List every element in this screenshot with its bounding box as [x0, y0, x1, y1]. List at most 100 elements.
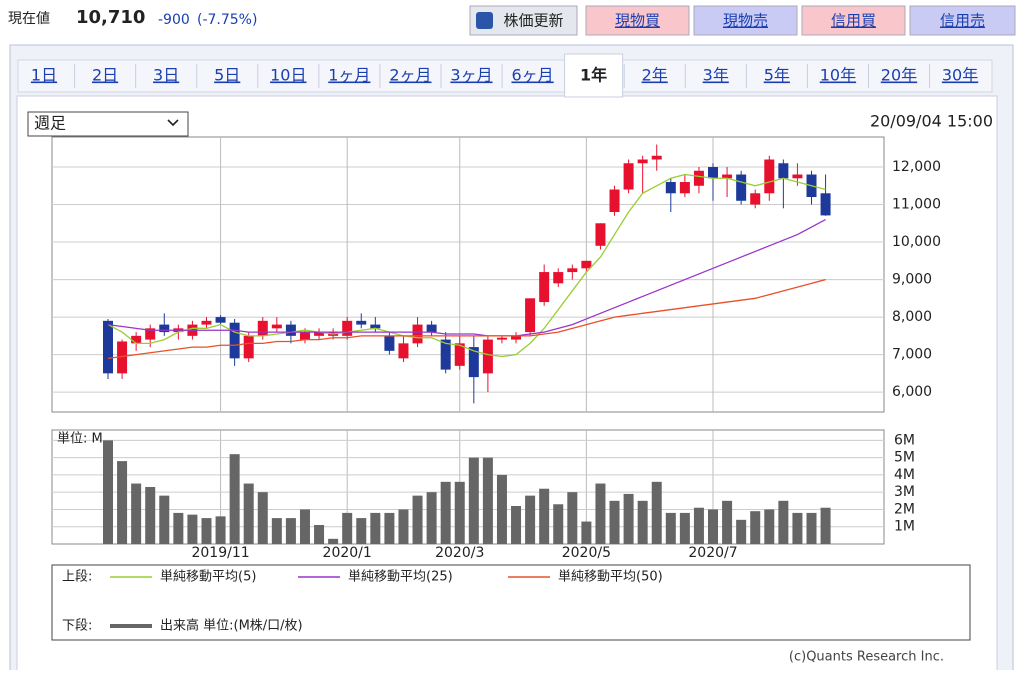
- volume-bar: [581, 521, 592, 544]
- volume-bar: [679, 512, 690, 544]
- tab[interactable]: 1ヶ月: [328, 66, 370, 85]
- volume-bar: [201, 518, 212, 544]
- volume-bar: [117, 461, 128, 544]
- candle-body: [257, 320, 268, 336]
- candle-body: [314, 332, 325, 336]
- candle-body: [342, 320, 353, 336]
- volume-bar: [708, 509, 719, 544]
- tab[interactable]: 3年: [703, 66, 729, 85]
- candle-body: [609, 189, 620, 213]
- y-tick-label: 6M: [894, 432, 915, 448]
- tab[interactable]: 3日: [153, 66, 179, 85]
- copyright: (c)Quants Research Inc.: [789, 650, 944, 665]
- candle-body: [750, 193, 761, 205]
- button[interactable]: [801, 5, 906, 36]
- button-label: 現物売: [723, 12, 768, 30]
- select-arrow: [167, 119, 179, 127]
- y-tick-label: 3M: [894, 484, 915, 500]
- tab[interactable]: 20年: [881, 66, 917, 85]
- timestamp: 20/09/04 15:00: [870, 112, 993, 131]
- tab[interactable]: 5日: [214, 66, 240, 85]
- candle-body: [665, 182, 676, 194]
- volume-bar: [356, 518, 367, 544]
- volume-bar: [722, 500, 733, 544]
- tab[interactable]: 1年: [580, 66, 607, 85]
- tab[interactable]: 10日: [270, 66, 306, 85]
- change-pct: (-7.75%): [197, 12, 257, 28]
- price-label: 現在値: [8, 11, 50, 27]
- candle-body: [440, 339, 451, 370]
- volume-bar: [187, 514, 198, 544]
- button[interactable]: [693, 5, 798, 36]
- tab[interactable]: 2年: [642, 66, 668, 85]
- y-tick-label: 4M: [894, 467, 915, 483]
- candle-body: [229, 322, 240, 359]
- candle-body: [511, 335, 522, 340]
- volume-bar: [271, 518, 282, 544]
- y-tick-label: 9,000: [892, 272, 932, 288]
- volume-bar: [299, 509, 310, 544]
- candle-body: [567, 268, 578, 273]
- volume-bar: [736, 519, 747, 544]
- candle-body: [553, 272, 564, 284]
- legend-entry: 単純移動平均(25): [348, 569, 453, 585]
- ma-line: [107, 173, 826, 358]
- volume-bar: [820, 507, 831, 544]
- volume-bar: [440, 481, 451, 544]
- volume-bar: [693, 507, 704, 544]
- y-tick-label: 5M: [894, 450, 915, 466]
- candle-body: [651, 155, 662, 160]
- volume-bar: [595, 483, 606, 544]
- price-plot: [51, 136, 885, 413]
- volume-bar: [468, 457, 479, 544]
- tab[interactable]: 1日: [31, 66, 57, 85]
- volume-bar: [215, 516, 226, 544]
- volume-bar: [131, 483, 142, 544]
- tab[interactable]: 3ヶ月: [450, 66, 492, 85]
- tab[interactable]: 10年: [820, 66, 856, 85]
- y-tick-label: 10,000: [892, 234, 941, 250]
- interval-select[interactable]: [27, 111, 189, 137]
- candle-body: [764, 159, 775, 194]
- candle-body: [426, 324, 437, 333]
- tab[interactable]: 2日: [92, 66, 118, 85]
- candle-body: [412, 324, 423, 344]
- tab[interactable]: 2ヶ月: [389, 66, 431, 85]
- volume-bar: [243, 483, 254, 544]
- volume-bar: [314, 525, 325, 544]
- tab[interactable]: 30年: [942, 66, 978, 85]
- volume-bar: [623, 493, 634, 544]
- candle-body: [623, 163, 634, 190]
- y-tick-label: 11,000: [892, 197, 941, 213]
- candle-body: [201, 320, 212, 325]
- x-tick-label: 2020/7: [688, 545, 737, 561]
- select-text: 週足: [34, 114, 66, 133]
- volume-bar: [539, 488, 550, 544]
- tab-strip: [17, 59, 993, 93]
- candle-body: [792, 174, 803, 179]
- volume-bar: [145, 487, 156, 544]
- tab[interactable]: 5年: [764, 66, 790, 85]
- volume-bar: [342, 512, 353, 544]
- dynamic: 株価更新 現物買 現物売 信用買 信用売 1日 2日 3日 5日 10日 1ヶ月 2ヶ月 3ヶ月 6ヶ月 1…: [17, 5, 1016, 634]
- change: -900: [158, 12, 190, 28]
- candle-body: [159, 324, 170, 333]
- volume-bar: [412, 495, 423, 544]
- x-tick-label: 2020/1: [323, 545, 372, 561]
- button-label: 信用買: [831, 12, 876, 30]
- candle-body: [145, 328, 156, 340]
- button-label: 信用売: [940, 12, 985, 30]
- candle-body: [131, 335, 142, 344]
- candle-body: [398, 343, 409, 359]
- candle-body: [482, 339, 493, 374]
- tab[interactable]: 6ヶ月: [511, 66, 553, 85]
- volume-plot: [51, 429, 885, 545]
- button-label: 現物買: [615, 12, 660, 30]
- button[interactable]: [585, 5, 690, 36]
- button[interactable]: [909, 5, 1016, 36]
- candle-body: [736, 174, 747, 201]
- volume-bar: [159, 495, 170, 544]
- y-tick-label: 7,000: [892, 347, 932, 363]
- candle-body: [103, 320, 113, 374]
- candle-body: [778, 163, 789, 179]
